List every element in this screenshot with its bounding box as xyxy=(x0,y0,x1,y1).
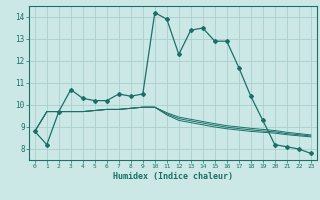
X-axis label: Humidex (Indice chaleur): Humidex (Indice chaleur) xyxy=(113,172,233,181)
